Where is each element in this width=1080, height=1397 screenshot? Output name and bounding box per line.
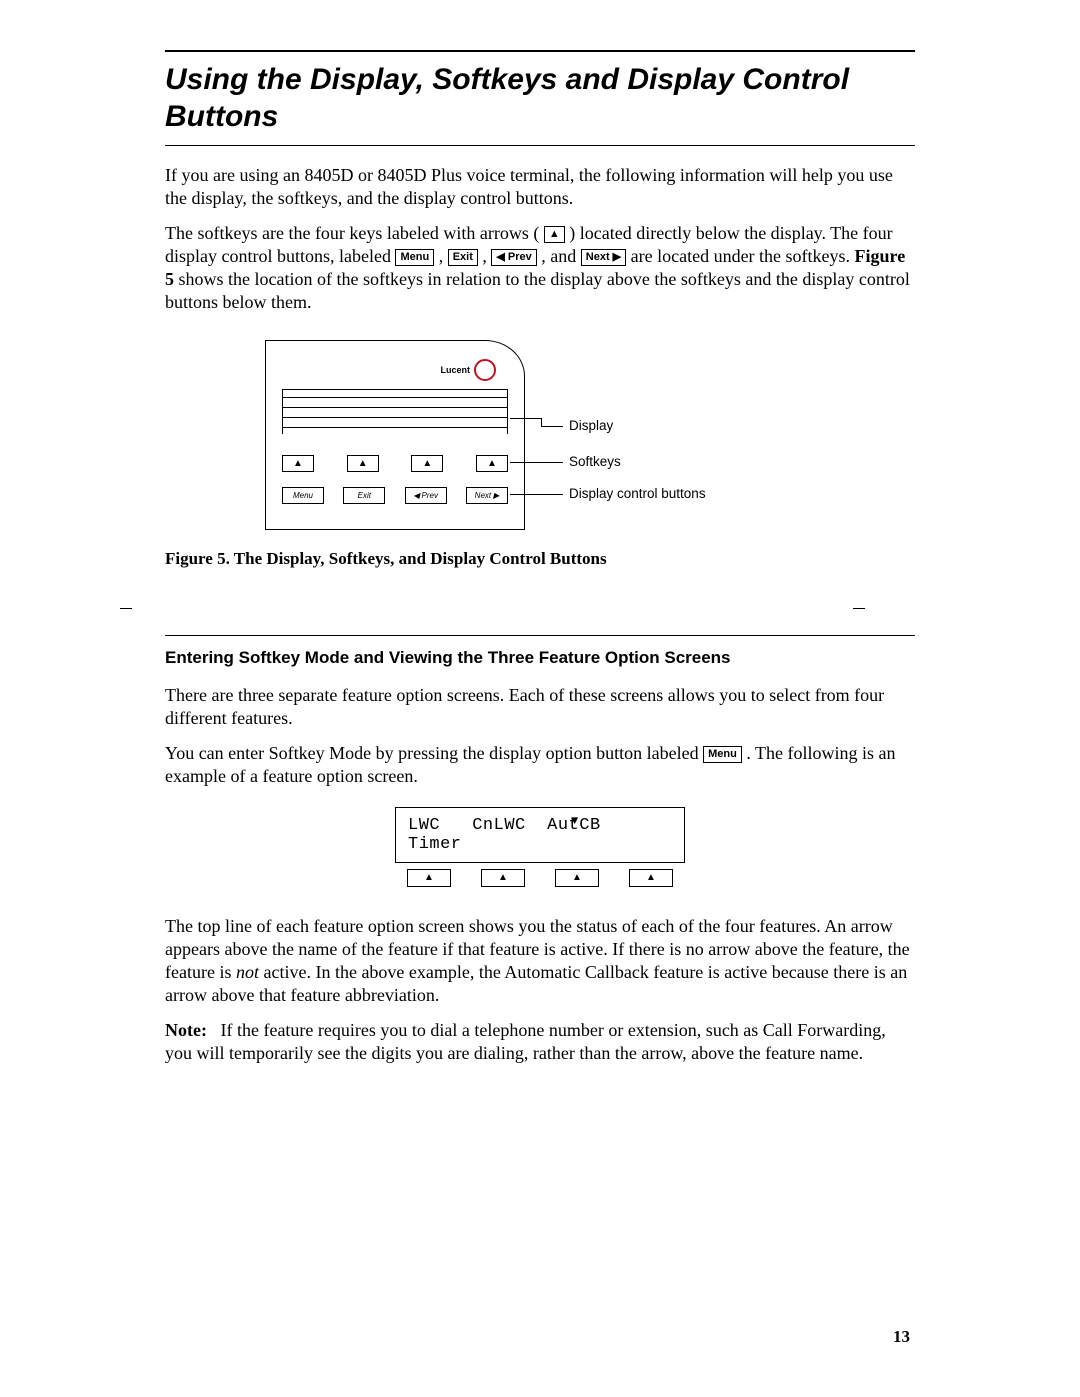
softkey-icon[interactable]: ▲ [629,869,673,887]
text-run: active. In the above example, the Automa… [165,962,907,1005]
softkey-row: ▲ ▲ ▲ ▲ [282,455,508,472]
softkey-icon[interactable]: ▲ [282,455,314,472]
page-number: 13 [893,1327,910,1347]
leader-line [510,462,541,463]
prev-button-label: ◀ Prev [491,249,536,266]
intro-paragraph: If you are using an 8405D or 8405D Plus … [165,164,915,210]
note-label: Note: [165,1020,207,1040]
softkeys-paragraph: The softkeys are the four keys labeled w… [165,222,915,314]
page: Using the Display, Softkeys and Display … [0,0,1080,1397]
crop-mark [120,608,132,609]
rule-under-heading [165,145,915,146]
crop-mark [853,608,865,609]
callout-display: Display [569,418,613,433]
page-title: Using the Display, Softkeys and Display … [165,62,915,135]
sec2-paragraph-2: You can enter Softkey Mode by pressing t… [165,742,915,788]
brand: Lucent [440,359,496,381]
callout-softkeys: Softkeys [569,454,621,469]
leader-line [510,494,541,495]
feature-label: Timer [408,835,462,854]
softkey-icon[interactable]: ▲ [347,455,379,472]
exit-button[interactable]: Exit [343,487,385,504]
feature-row: LWC CnLWC AutCB Timer [408,816,672,854]
feature-label: AutCB [547,816,601,835]
note-body: If the feature requires you to dial a te… [165,1020,886,1063]
menu-button[interactable]: Menu [282,487,324,504]
device-outline: Lucent ▲ ▲ ▲ ▲ Menu Exit ◀Prev Next▶ [265,340,525,530]
up-arrow-softkey-icon: ▲ [544,226,565,243]
text-run: , [439,246,448,266]
text-run: You can enter Softkey Mode by pressing t… [165,743,703,763]
menu-button-label: Menu [395,249,434,266]
sec2-paragraph-3: The top line of each feature option scre… [165,915,915,1007]
leader-line [510,418,541,419]
lcd-example: ▼ LWC CnLWC AutCB Timer [395,807,685,863]
figure-5: Lucent ▲ ▲ ▲ ▲ Menu Exit ◀Prev Next▶ [265,340,915,535]
figure-5-caption: Figure 5. The Display, Softkeys, and Dis… [165,549,915,569]
sec2-paragraph-1: There are three separate feature option … [165,684,915,730]
text-run: are located under the softkeys. [631,246,855,266]
section-rule [165,635,915,636]
next-button-label: Next ▶ [581,249,626,266]
text-run: , and [541,246,581,266]
feature-label: LWC [408,816,440,835]
next-button[interactable]: Next▶ [466,487,508,504]
display-control-row: Menu Exit ◀Prev Next▶ [282,487,508,504]
prev-button[interactable]: ◀Prev [405,487,447,504]
softkey-icon[interactable]: ▲ [481,869,525,887]
brand-text: Lucent [440,365,470,375]
leader-line [541,418,542,426]
softkey-icon[interactable]: ▲ [555,869,599,887]
note-paragraph: Note: If the feature requires you to dia… [165,1019,915,1065]
example-softkeys: ▲ ▲ ▲ ▲ [395,863,685,887]
callout-dcb: Display control buttons [569,486,706,501]
text-run: shows the location of the softkeys in re… [165,269,910,312]
softkey-icon[interactable]: ▲ [476,455,508,472]
lucent-ring-icon [474,359,496,381]
softkey-icon[interactable]: ▲ [411,455,443,472]
softkey-icon[interactable]: ▲ [407,869,451,887]
text-run: , [482,246,491,266]
menu-button-label: Menu [703,746,742,763]
feature-option-screen: ▼ LWC CnLWC AutCB Timer ▲ ▲ ▲ ▲ [395,807,685,887]
lcd-lines [282,393,508,429]
section-2-heading: Entering Softkey Mode and Viewing the Th… [165,648,915,668]
text-run: The softkeys are the four keys labeled w… [165,223,544,243]
rule-top [165,50,915,52]
emphasis-not: not [236,962,259,982]
feature-label: CnLWC [472,816,526,835]
spacer [165,569,915,629]
exit-button-label: Exit [448,249,478,266]
